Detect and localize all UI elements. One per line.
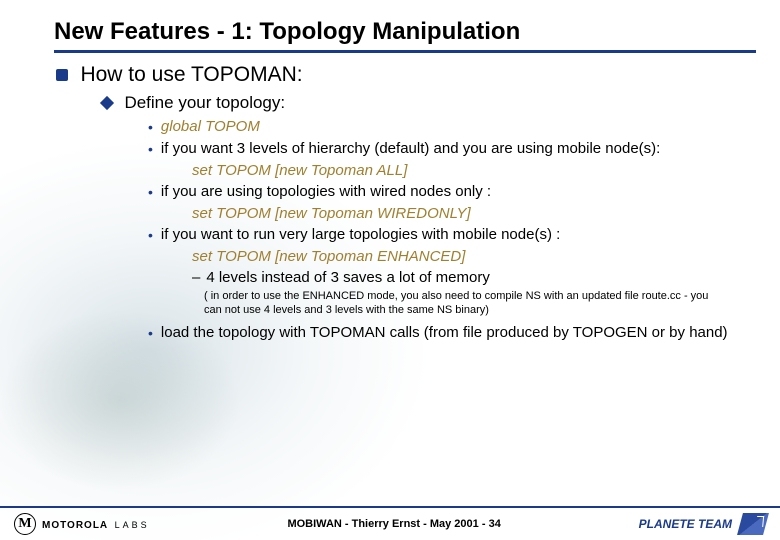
- diamond-bullet-icon: [100, 96, 114, 110]
- bullet-level3: • load the topology with TOPOMAN calls (…: [148, 323, 756, 343]
- dot-bullet-icon: •: [148, 139, 153, 159]
- bullet-level1: How to use TOPOMAN:: [56, 63, 756, 87]
- motorola-m-icon: M: [14, 513, 36, 535]
- body-text: 4 levels instead of 3 saves a lot of mem…: [206, 268, 489, 287]
- footer-center: MOBIWAN - Thierry Ernst - May 2001 - 34: [287, 518, 500, 530]
- lvl1-text: How to use TOPOMAN:: [80, 63, 302, 86]
- square-bullet-icon: [56, 69, 68, 81]
- dot-bullet-icon: •: [148, 225, 153, 245]
- page-number: 34: [489, 518, 501, 530]
- slide-title: New Features - 1: Topology Manipulation: [54, 18, 756, 53]
- dot-bullet-icon: •: [148, 323, 153, 343]
- bullet-level3: • if you want 3 levels of hierarchy (def…: [148, 139, 756, 159]
- footer-right: PLANETE TEAM: [639, 513, 766, 535]
- logo-sub: LABS: [115, 520, 150, 530]
- parenthetical-note: ( in order to use the ENHANCED mode, you…: [204, 289, 726, 317]
- motorola-logo: M MOTOROLA LABS: [14, 513, 150, 535]
- code-text: global TOPOM: [161, 117, 260, 137]
- body-text: load the topology with TOPOMAN calls (fr…: [161, 323, 728, 343]
- code-line: set TOPOM [new Topoman ALL]: [192, 161, 756, 180]
- body-text: if you want 3 levels of hierarchy (defau…: [161, 139, 660, 159]
- dot-bullet-icon: •: [148, 117, 153, 137]
- bullet-level2: Define your topology:: [102, 93, 756, 113]
- dot-bullet-icon: •: [148, 182, 153, 202]
- footer-credit: MOBIWAN - Thierry Ernst - May 2001: [287, 518, 478, 530]
- code-line: set TOPOM [new Topoman ENHANCED]: [192, 247, 756, 266]
- body-text: if you want to run very large topologies…: [161, 225, 560, 245]
- dash-bullet-icon: –: [192, 268, 200, 287]
- bullet-level3: • if you are using topologies with wired…: [148, 182, 756, 202]
- code-text: set TOPOM [new Topoman WIREDONLY]: [192, 205, 471, 222]
- slide-footer: M MOTOROLA LABS MOBIWAN - Thierry Ernst …: [0, 506, 780, 540]
- bullet-level3: • if you want to run very large topologi…: [148, 225, 756, 245]
- team-name: PLANETE TEAM: [639, 517, 732, 531]
- lvl2-text: Define your topology:: [124, 93, 285, 112]
- bullet-level3: • global TOPOM: [148, 117, 756, 137]
- logo-text-wrap: MOTOROLA LABS: [42, 515, 150, 533]
- code-line: set TOPOM [new Topoman WIREDONLY]: [192, 204, 756, 223]
- logo-brand: MOTOROLA: [42, 520, 108, 531]
- inria-logo-icon: [737, 513, 769, 535]
- code-text: set TOPOM [new Topoman ALL]: [192, 162, 407, 179]
- footer-sep: -: [482, 518, 489, 530]
- code-text: set TOPOM [new Topoman ENHANCED]: [192, 248, 465, 265]
- body-text: if you are using topologies with wired n…: [161, 182, 491, 202]
- sub-bullet: – 4 levels instead of 3 saves a lot of m…: [192, 268, 756, 287]
